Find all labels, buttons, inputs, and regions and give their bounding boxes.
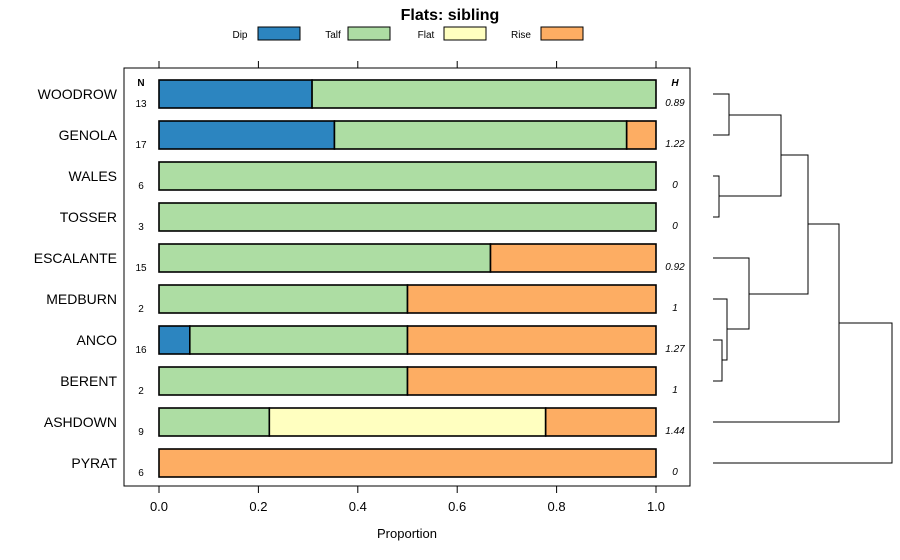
dendrogram-link: [713, 322, 893, 464]
h-value: 1.27: [665, 344, 685, 355]
row-labels: WOODROW GENOLA WALES TOSSER ESCALANTE MEDBURN…: [34, 86, 118, 471]
dendrogram-link: [749, 154, 809, 295]
n-value: 16: [135, 345, 147, 356]
bar-segment-dip: [158, 79, 313, 109]
dendrogram-link: [713, 339, 723, 382]
bar-segment-rise: [406, 284, 657, 314]
dendrogram-link: [713, 298, 728, 361]
bar-segment-rise: [544, 407, 657, 437]
legend-label: Talf: [325, 30, 341, 41]
bar-segment-talf: [189, 325, 409, 355]
row-label: WOODROW: [38, 86, 118, 102]
x-tick-label: 0.0: [150, 499, 168, 514]
bar-segment-talf: [158, 407, 271, 437]
h-column: 0.89 1.22 0 0 0.92 1 1.27 1 1.44 0: [665, 98, 685, 478]
x-axis-label: Proportion: [377, 526, 437, 541]
dendrogram-link: [713, 223, 840, 423]
h-value: 0: [672, 180, 678, 191]
dendrogram-link: [713, 93, 730, 136]
bar-segment-rise: [158, 448, 657, 478]
x-tick-label: 0.4: [349, 499, 367, 514]
h-value: 1.44: [665, 426, 685, 437]
bar-segment-talf: [158, 243, 492, 273]
row-label: ASHDOWN: [44, 414, 117, 430]
row-label: ANCO: [77, 332, 118, 348]
plot-frame: [123, 67, 691, 487]
n-value: 2: [138, 386, 144, 397]
n-value: 6: [138, 468, 144, 479]
legend-swatch: [443, 26, 487, 41]
n-value: 13: [135, 99, 147, 110]
legend-label: Rise: [511, 30, 531, 41]
h-value: 1: [672, 303, 678, 314]
h-value: 0.92: [665, 262, 685, 273]
n-value: 6: [138, 181, 144, 192]
dendrogram-link: [713, 257, 750, 330]
row-label: BERENT: [60, 373, 117, 389]
bar-segment-talf: [333, 120, 628, 150]
x-tick-label: 0.8: [548, 499, 566, 514]
x-tick-label: 0.6: [448, 499, 466, 514]
bar-segment-rise: [625, 120, 657, 150]
legend-label: Dip: [232, 30, 247, 41]
row-label: GENOLA: [59, 127, 118, 143]
bar-segment-flat: [268, 407, 547, 437]
n-header: N: [137, 78, 144, 89]
x-tick-label: 0.2: [249, 499, 267, 514]
n-value: 2: [138, 304, 144, 315]
legend-label: Flat: [418, 30, 435, 41]
legend-swatch: [540, 26, 584, 41]
h-value: 1.22: [665, 139, 685, 150]
n-column: 13 17 6 3 15 2 16 2 9 6: [135, 99, 147, 479]
legend: Dip Talf Flat Rise: [232, 26, 584, 41]
h-value: 0: [672, 467, 678, 478]
x-tick-label: 1.0: [647, 499, 665, 514]
bar-segment-rise: [406, 366, 657, 396]
row-label: ESCALANTE: [34, 250, 117, 266]
bar-segment-talf: [158, 161, 657, 191]
h-value: 0.89: [665, 98, 685, 109]
chart-title: Flats: sibling: [401, 7, 500, 24]
row-label: WALES: [69, 168, 118, 184]
h-value: 1: [672, 385, 678, 396]
n-value: 3: [138, 222, 144, 233]
bar-segment-talf: [158, 202, 657, 232]
bars: [158, 79, 657, 478]
h-value: 0: [672, 221, 678, 232]
dendrogram: [713, 93, 893, 464]
bar-segment-rise: [489, 243, 657, 273]
axes: 0.0 0.2 0.4 0.6 0.8 1.0: [150, 61, 665, 514]
legend-swatch: [257, 26, 301, 41]
dendrogram-link: [719, 114, 782, 197]
row-label: MEDBURN: [46, 291, 117, 307]
n-value: 17: [135, 140, 147, 151]
bar-segment-talf: [158, 284, 409, 314]
bar-segment-talf: [158, 366, 409, 396]
bar-segment-talf: [311, 79, 657, 109]
bar-segment-dip: [158, 120, 336, 150]
n-value: 15: [135, 263, 147, 274]
dendrogram-link: [713, 175, 720, 218]
h-header: H: [671, 78, 679, 89]
row-label: PYRAT: [71, 455, 117, 471]
bar-segment-rise: [406, 325, 657, 355]
bar-segment-dip: [158, 325, 191, 355]
n-value: 9: [138, 427, 144, 438]
row-label: TOSSER: [60, 209, 117, 225]
legend-swatch: [347, 26, 391, 41]
